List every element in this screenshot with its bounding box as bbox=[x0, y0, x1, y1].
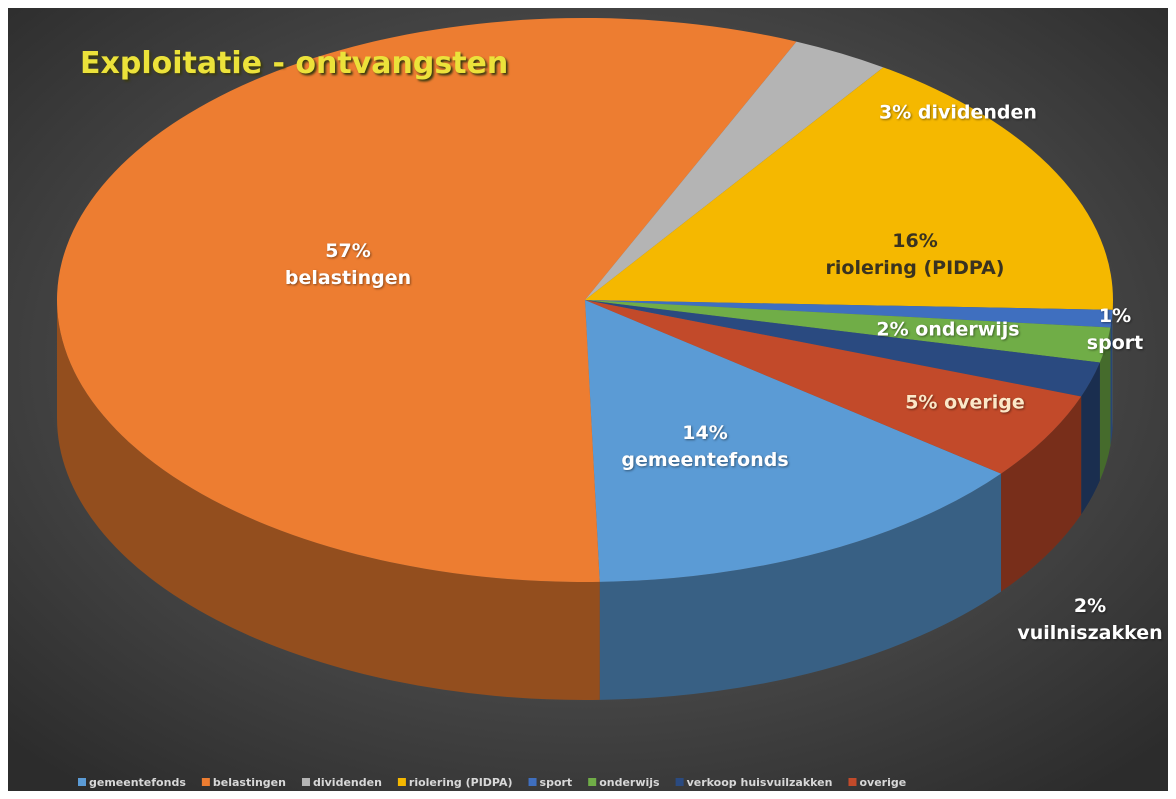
legend-swatch bbox=[201, 778, 210, 786]
slice bbox=[57, 18, 797, 583]
legend-label: onderwijs bbox=[599, 776, 660, 789]
legend: gemeentefonds belastingen dividenden rioler… bbox=[78, 776, 906, 789]
slice bbox=[585, 300, 1113, 328]
slice-side bbox=[1081, 362, 1100, 515]
slice bbox=[585, 300, 1082, 474]
data-label: 16% riolering (PIDPA) bbox=[825, 230, 1005, 279]
legend-label: dividenden bbox=[313, 776, 382, 789]
slice-side bbox=[1099, 327, 1111, 481]
slice bbox=[585, 67, 1113, 310]
legend-label: sport bbox=[540, 776, 573, 789]
slice-side bbox=[1110, 309, 1113, 446]
slice bbox=[585, 300, 1002, 582]
data-label: 14% gemeentefonds bbox=[621, 422, 789, 471]
legend-label: verkoop huisvuilzakken bbox=[687, 776, 833, 789]
legend-label: gemeentefonds bbox=[89, 776, 186, 789]
slice-side bbox=[599, 473, 1002, 700]
data-label: 57% belastingen bbox=[284, 240, 412, 289]
legend-label: riolering (PIDPA) bbox=[409, 776, 513, 789]
slice bbox=[585, 300, 1100, 397]
legend-swatch bbox=[588, 778, 597, 786]
data-label: 2% onderwijs bbox=[876, 318, 1020, 341]
data-label: 2% vuilniszakken bbox=[1017, 595, 1163, 644]
slice bbox=[585, 300, 1111, 363]
legend-swatch bbox=[301, 778, 310, 786]
legend-swatch bbox=[78, 778, 86, 786]
chart-title: Exploitatie - ontvangsten bbox=[80, 46, 509, 81]
legend-swatch bbox=[848, 778, 857, 786]
slice-side bbox=[1001, 396, 1082, 592]
legend-swatch bbox=[675, 778, 684, 786]
data-label: 3% dividenden bbox=[879, 101, 1037, 124]
slice bbox=[585, 41, 884, 301]
legend-swatch bbox=[528, 778, 537, 786]
data-label: 5% overige bbox=[905, 391, 1025, 414]
data-label: 1% sport bbox=[1086, 305, 1144, 354]
legend-swatch bbox=[397, 778, 406, 786]
legend-label: belastingen bbox=[213, 776, 286, 789]
slice-side bbox=[57, 300, 600, 700]
legend-label: overige bbox=[859, 776, 906, 789]
